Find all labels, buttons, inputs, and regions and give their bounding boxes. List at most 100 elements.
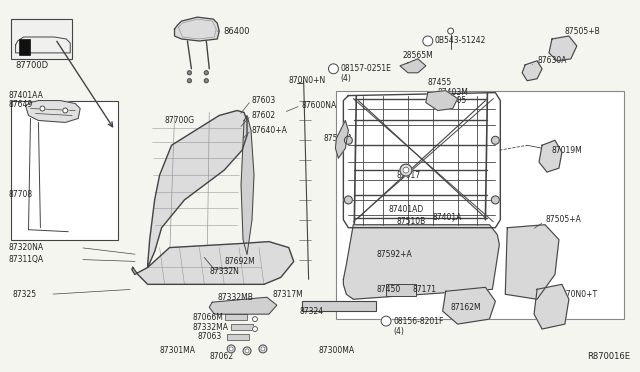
Circle shape — [63, 108, 68, 113]
Circle shape — [253, 317, 257, 321]
Bar — [337, 91, 625, 319]
Polygon shape — [148, 110, 247, 267]
Text: 87403M: 87403M — [438, 88, 468, 97]
Text: 87640+A: 87640+A — [252, 126, 288, 135]
Text: 87600NA: 87600NA — [301, 101, 337, 110]
Polygon shape — [26, 100, 80, 122]
Text: 87332MA: 87332MA — [193, 323, 228, 331]
Polygon shape — [209, 297, 277, 314]
Text: 87505+A: 87505+A — [545, 215, 581, 224]
Text: 87320NA: 87320NA — [9, 243, 44, 252]
Circle shape — [344, 136, 353, 144]
Circle shape — [40, 106, 45, 111]
Text: 870N0+T: 870N0+T — [562, 290, 598, 299]
Circle shape — [381, 316, 391, 326]
Circle shape — [259, 345, 267, 353]
Circle shape — [328, 64, 339, 74]
Text: B: B — [384, 318, 388, 324]
Circle shape — [423, 36, 433, 46]
Text: 87708: 87708 — [9, 190, 33, 199]
Text: 0B543-51242: 0B543-51242 — [435, 36, 486, 45]
Bar — [11, 100, 118, 240]
Bar — [11, 19, 72, 59]
Text: 87332MB: 87332MB — [217, 293, 253, 302]
Text: 28565M: 28565M — [403, 51, 434, 60]
Text: 87162M: 87162M — [451, 303, 481, 312]
Text: 87066M: 87066M — [193, 312, 223, 322]
Polygon shape — [132, 242, 294, 284]
Polygon shape — [175, 17, 220, 41]
Text: 870N0+N: 870N0+N — [289, 76, 326, 85]
Circle shape — [243, 347, 251, 355]
Text: 87301MA: 87301MA — [159, 346, 196, 355]
Text: 87062: 87062 — [209, 352, 234, 361]
Bar — [19, 39, 31, 55]
Text: 87592+A: 87592+A — [376, 250, 412, 259]
Polygon shape — [549, 36, 577, 61]
Text: 87332N: 87332N — [209, 267, 239, 276]
Text: 87700D: 87700D — [15, 61, 49, 70]
Circle shape — [188, 71, 191, 75]
Text: 87692M: 87692M — [224, 257, 255, 266]
Circle shape — [403, 167, 409, 173]
Polygon shape — [539, 140, 562, 172]
Text: 08157-0251E: 08157-0251E — [340, 64, 391, 73]
Text: B: B — [426, 38, 430, 44]
Polygon shape — [443, 287, 495, 324]
Text: B: B — [331, 66, 336, 72]
Text: 87317M: 87317M — [273, 290, 303, 299]
Circle shape — [344, 196, 353, 204]
Polygon shape — [506, 225, 559, 299]
Text: 87019M: 87019M — [552, 146, 583, 155]
Text: 87401AA: 87401AA — [9, 91, 44, 100]
Text: 87324: 87324 — [300, 307, 324, 316]
Text: 08156-8201F: 08156-8201F — [393, 317, 444, 326]
Circle shape — [253, 327, 257, 331]
Text: R870016E: R870016E — [587, 352, 630, 361]
Text: 87171: 87171 — [413, 285, 437, 294]
Text: 87063: 87063 — [197, 333, 221, 341]
Bar — [301, 301, 376, 311]
Polygon shape — [335, 121, 348, 158]
Text: (4): (4) — [393, 327, 404, 336]
Circle shape — [245, 349, 249, 353]
Text: 87405: 87405 — [443, 96, 467, 105]
Circle shape — [492, 196, 499, 204]
Circle shape — [229, 347, 233, 351]
Text: 87630A: 87630A — [537, 56, 566, 65]
Text: 86400: 86400 — [223, 26, 250, 36]
Polygon shape — [534, 284, 569, 329]
Text: 87603: 87603 — [252, 96, 276, 105]
Text: 87602: 87602 — [252, 111, 276, 120]
Text: 87401AD: 87401AD — [388, 205, 423, 214]
Text: 87700G: 87700G — [164, 116, 195, 125]
Text: 87450: 87450 — [376, 285, 401, 294]
Circle shape — [261, 347, 265, 351]
Polygon shape — [426, 91, 458, 110]
Circle shape — [204, 71, 208, 75]
Text: 87401A: 87401A — [433, 213, 462, 222]
Text: 87501A: 87501A — [323, 134, 353, 143]
Text: 87300MA: 87300MA — [319, 346, 355, 355]
Circle shape — [188, 79, 191, 83]
Polygon shape — [344, 225, 499, 299]
Bar — [386, 284, 416, 296]
Polygon shape — [522, 61, 542, 81]
Circle shape — [447, 28, 454, 34]
Bar — [227, 334, 249, 340]
Text: 87505+B: 87505+B — [565, 26, 600, 36]
Bar — [231, 324, 253, 330]
Bar — [225, 314, 247, 320]
Circle shape — [400, 164, 412, 176]
Text: 87649: 87649 — [9, 100, 33, 109]
Circle shape — [227, 345, 235, 353]
Text: 87017: 87017 — [396, 171, 420, 180]
Text: 87455: 87455 — [428, 78, 452, 87]
Text: 87510B: 87510B — [396, 217, 425, 226]
Circle shape — [204, 79, 208, 83]
Text: 87325: 87325 — [13, 290, 36, 299]
Polygon shape — [241, 115, 254, 254]
Text: (4): (4) — [340, 74, 351, 83]
Text: 87311QA: 87311QA — [9, 255, 44, 264]
Polygon shape — [400, 59, 426, 73]
